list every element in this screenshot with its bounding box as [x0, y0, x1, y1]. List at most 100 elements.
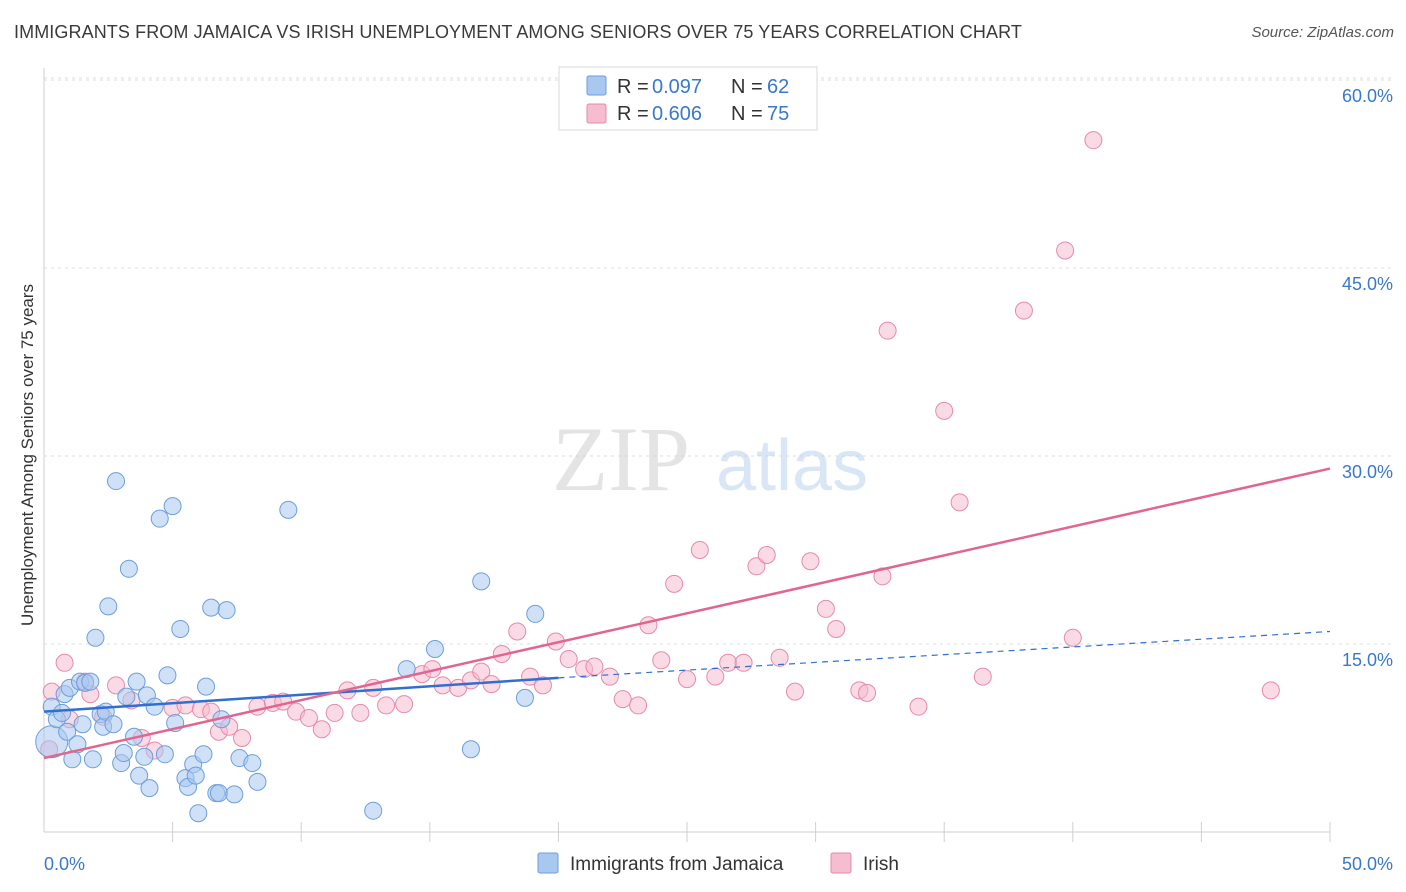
irish-point-69	[950, 493, 969, 512]
jamaica-point-27	[130, 766, 149, 785]
jamaica-points	[35, 472, 545, 823]
jamaica-point-57	[425, 640, 444, 659]
y-tick-label-45: 45.0%	[1342, 274, 1393, 294]
x-tick-label-min: 0.0%	[44, 854, 85, 874]
irish-point-42	[559, 650, 578, 669]
irish-point-40	[533, 676, 552, 695]
irish-point-44	[585, 657, 604, 676]
irish-point-75	[1261, 681, 1280, 700]
legend-swatch-jamaica	[586, 75, 607, 96]
irish-point-24	[325, 703, 344, 722]
irish-point-64	[858, 683, 877, 702]
jamaica-point-53	[248, 772, 267, 791]
jamaica-trend-extension	[558, 630, 1331, 679]
legend-n-value-irish: 75	[767, 103, 789, 125]
y-tick-label-60: 60.0%	[1342, 86, 1393, 106]
jamaica-point-44	[197, 677, 216, 696]
jamaica-point-30	[140, 779, 159, 798]
irish-point-26	[351, 703, 370, 722]
jamaica-point-32	[150, 509, 169, 528]
jamaica-point-33	[155, 745, 174, 764]
chart-title: IMMIGRANTS FROM JAMAICA VS IRISH UNEMPLO…	[14, 22, 1022, 42]
jamaica-point-22	[114, 744, 133, 763]
jamaica-point-59	[472, 572, 491, 591]
irish-point-68	[935, 401, 954, 420]
irish-point-28	[377, 696, 396, 715]
jamaica-point-18	[99, 597, 118, 616]
jamaica-point-26	[127, 672, 146, 691]
chart-source: Source: ZipAtlas.com	[1251, 24, 1394, 41]
legend-n-label-jamaica: N =	[731, 76, 763, 98]
jamaica-point-45	[202, 598, 221, 617]
jamaica-point-49	[217, 601, 236, 620]
irish-point-7	[107, 676, 126, 695]
legend-swatch-irish	[586, 103, 607, 124]
legend-r-value-irish: 0.606	[652, 103, 702, 125]
irish-point-47	[629, 696, 648, 715]
y-tick-labels: 15.0% 30.0% 45.0% 60.0%	[1342, 86, 1393, 670]
correlation-legend: R = 0.097 N = 62 R = 0.606 N = 75	[558, 66, 818, 131]
irish-trend-line	[43, 467, 1331, 760]
irish-point-52	[690, 541, 709, 559]
irish-point-59	[786, 682, 805, 701]
jamaica-trend-line	[43, 676, 559, 713]
irish-point-18	[248, 697, 267, 716]
jamaica-point-35	[163, 497, 182, 516]
y-tick-label-15: 15.0%	[1342, 650, 1393, 670]
irish-point-35	[472, 662, 491, 681]
irish-point-67	[909, 697, 928, 716]
jamaica-point-14	[86, 628, 105, 647]
irish-point-12	[176, 696, 195, 715]
jamaica-point-28	[135, 747, 154, 766]
irish-point-23	[312, 720, 331, 739]
series-legend: Immigrants from Jamaica Irish	[537, 852, 899, 875]
irish-point-58	[770, 648, 789, 667]
gridlines	[44, 77, 1393, 645]
legend-r-label-irish: R =	[617, 103, 649, 125]
trend-lines	[43, 467, 1331, 760]
irish-point-22	[299, 708, 318, 727]
jamaica-point-5	[58, 722, 77, 741]
irish-point-29	[395, 695, 414, 714]
irish-point-38	[508, 622, 527, 641]
jamaica-point-55	[364, 801, 383, 820]
jamaica-point-24	[119, 559, 138, 578]
irish-point-54	[719, 653, 738, 672]
jamaica-point-31	[145, 697, 164, 716]
jamaica-point-37	[171, 619, 190, 638]
jamaica-point-3	[53, 703, 72, 722]
legend-r-label-jamaica: R =	[617, 76, 649, 98]
watermark: ZIP atlas	[552, 408, 868, 510]
jamaica-point-52	[243, 754, 262, 773]
bottom-legend-swatch-irish	[830, 852, 852, 874]
jamaica-point-10	[73, 715, 92, 734]
irish-point-17	[233, 729, 252, 747]
irish-point-62	[827, 619, 846, 638]
irish-point-65	[873, 567, 892, 586]
irish-point-70	[973, 667, 992, 686]
watermark-atlas: atlas	[716, 426, 868, 506]
jamaica-point-20	[107, 472, 126, 491]
legend-r-value-jamaica: 0.097	[652, 76, 702, 98]
jamaica-point-58	[461, 740, 480, 759]
irish-point-60	[801, 552, 820, 571]
irish-point-53	[706, 667, 725, 686]
jamaica-point-50	[225, 785, 244, 804]
irish-point-61	[816, 599, 835, 618]
irish-point-36	[482, 675, 501, 694]
irish-point-51	[678, 670, 696, 689]
jamaica-point-47	[209, 784, 228, 803]
irish-point-57	[757, 546, 776, 565]
irish-point-71	[1014, 301, 1033, 320]
jamaica-point-23	[117, 687, 136, 706]
jamaica-point-13	[83, 750, 102, 769]
irish-point-49	[652, 651, 671, 670]
jamaica-point-43	[194, 745, 213, 764]
watermark-zip: ZIP	[552, 408, 690, 510]
irish-point-74	[1084, 131, 1103, 150]
irish-point-46	[613, 690, 632, 709]
irish-point-56	[747, 557, 766, 576]
jamaica-point-60	[515, 688, 534, 707]
x-tick-label-max: 50.0%	[1342, 854, 1393, 874]
